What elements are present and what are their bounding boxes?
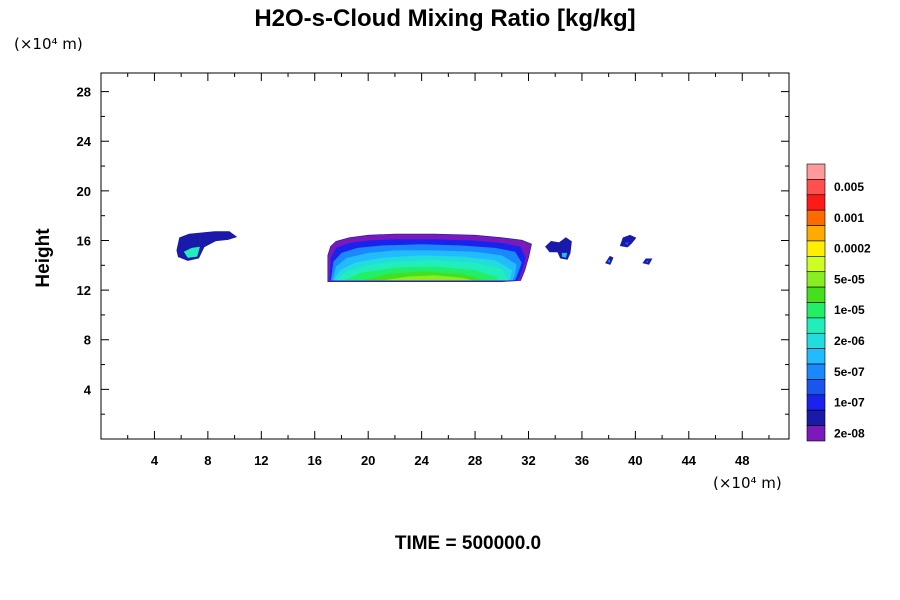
x-tick-label: 40 <box>628 453 642 468</box>
colorbar-swatch <box>806 425 826 442</box>
colorbar-label: 1e-05 <box>834 303 865 317</box>
cloud-right-small-core <box>624 241 629 246</box>
x-tick-label: 28 <box>468 453 482 468</box>
chart-title: H2O-s-Cloud Mixing Ratio [kg/kg] <box>254 5 635 32</box>
x-tick-label: 16 <box>308 453 322 468</box>
colorbar-swatch <box>806 225 826 242</box>
colorbar-label: 0.0002 <box>834 242 871 256</box>
cloud-speck-2 <box>642 258 653 265</box>
x-unit-label: (×10⁴ m) <box>713 474 782 492</box>
time-label: TIME = 500000.0 <box>395 533 541 554</box>
cloud-main <box>327 233 532 282</box>
colorbar-label: 1e-07 <box>834 396 865 410</box>
y-tick-labels: 4 8 12 16 20 24 28 <box>77 85 92 398</box>
cloud-main-band-8 <box>384 275 473 281</box>
cloud-right-small <box>619 234 637 248</box>
x-tick-label: 24 <box>414 453 429 468</box>
x-tick-label: 8 <box>204 453 211 468</box>
cloud-left-core <box>183 246 200 258</box>
colorbar-swatch <box>806 163 826 180</box>
colorbar-swatch <box>806 379 826 396</box>
colorbar: 0.005 0.001 0.0002 5e-05 1e-05 2e-06 5e-07 1e-0… <box>806 163 871 442</box>
colorbar-label: 2e-08 <box>834 426 865 440</box>
colorbar-swatch <box>806 271 826 288</box>
colorbar-swatch <box>806 317 826 334</box>
colorbar-label: 2e-06 <box>834 334 865 348</box>
y-axis-label: Height <box>33 228 54 288</box>
y-tick-label: 24 <box>77 134 92 149</box>
cloud-drop <box>545 237 572 260</box>
colorbar-swatch <box>806 179 826 196</box>
colorbar-swatch <box>806 409 826 426</box>
y-tick-label: 16 <box>77 233 91 248</box>
cloud-speck-2-core <box>646 260 649 263</box>
x-tick-label: 12 <box>254 453 268 468</box>
colorbar-swatch <box>806 302 826 319</box>
y-tick-label: 4 <box>84 382 92 397</box>
x-tick-label: 36 <box>575 453 589 468</box>
colorbar-swatch <box>806 209 826 226</box>
cloud-left <box>176 231 238 261</box>
colorbar-label: 5e-05 <box>834 272 865 286</box>
colorbar-label: 5e-07 <box>834 365 865 379</box>
y-tick-label: 20 <box>77 184 91 199</box>
plot-border <box>100 72 790 440</box>
x-tick-label: 32 <box>521 453 535 468</box>
colorbar-swatch <box>806 194 826 211</box>
cloud-drop-core <box>561 252 568 258</box>
y-tick-label: 12 <box>77 283 91 298</box>
y-unit-label: (×10⁴ m) <box>14 35 83 53</box>
cloud-speck-1-core <box>607 259 610 263</box>
cloud-right-small-inner <box>620 235 636 247</box>
colorbar-label: 0.005 <box>834 180 864 194</box>
colorbar-swatch <box>806 256 826 273</box>
plot-area <box>100 72 790 440</box>
x-tick-label: 4 <box>151 453 159 468</box>
axis-ticks <box>101 73 789 439</box>
cloud-speck-1 <box>605 255 614 265</box>
x-tick-labels: 4 8 12 16 20 24 28 32 36 40 44 48 <box>151 453 750 468</box>
x-tick-label: 20 <box>361 453 375 468</box>
x-tick-label: 48 <box>735 453 749 468</box>
colorbar-swatch <box>806 348 826 365</box>
y-tick-label: 8 <box>84 333 91 348</box>
colorbar-swatch <box>806 240 826 257</box>
colorbar-swatch <box>806 394 826 411</box>
colorbar-swatch <box>806 363 826 380</box>
y-tick-label: 28 <box>77 85 91 100</box>
x-tick-label: 44 <box>682 453 697 468</box>
colorbar-swatch <box>806 286 826 303</box>
colorbar-label: 0.001 <box>834 211 864 225</box>
cloud-field <box>176 231 653 282</box>
colorbar-swatch <box>806 332 826 349</box>
